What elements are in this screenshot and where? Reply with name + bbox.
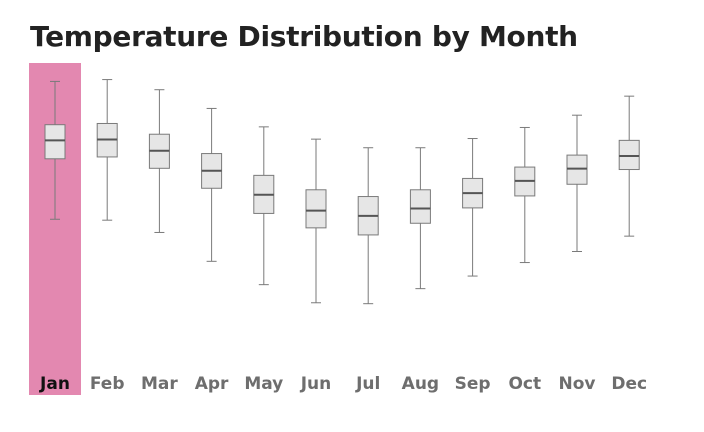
box-nov[interactable] xyxy=(566,114,588,252)
box-feb[interactable] xyxy=(96,79,118,221)
x-tick-label-oct[interactable]: Oct xyxy=(508,374,541,394)
box-aug[interactable] xyxy=(409,147,431,290)
x-tick-label-jun[interactable]: Jun xyxy=(300,374,332,394)
box-mar[interactable] xyxy=(148,89,170,233)
x-tick-label-may[interactable]: May xyxy=(244,374,283,394)
x-tick-label-sep[interactable]: Sep xyxy=(455,374,491,394)
box-oct[interactable] xyxy=(514,126,536,264)
box-may[interactable] xyxy=(253,126,275,286)
x-tick-label-nov[interactable]: Nov xyxy=(559,374,596,394)
iqr-box xyxy=(305,189,327,229)
box-sep[interactable] xyxy=(462,138,484,277)
box-jan[interactable] xyxy=(44,80,66,220)
box-jul[interactable] xyxy=(357,147,379,305)
chart-title: Temperature Distribution by Month xyxy=(30,20,578,53)
x-tick-label-jan[interactable]: Jan xyxy=(39,374,70,394)
x-tick-label-mar[interactable]: Mar xyxy=(141,374,178,394)
x-tick-label-dec[interactable]: Dec xyxy=(611,374,647,394)
x-tick-label-jul[interactable]: Jul xyxy=(355,374,380,394)
x-tick-label-feb[interactable]: Feb xyxy=(90,374,125,394)
box-dec[interactable] xyxy=(618,95,640,237)
iqr-box xyxy=(409,189,431,224)
iqr-box xyxy=(44,124,66,160)
iqr-box xyxy=(566,154,588,185)
x-tick-label-apr[interactable]: Apr xyxy=(195,374,229,394)
box-jun[interactable] xyxy=(305,138,327,304)
iqr-box xyxy=(618,139,640,171)
box-apr[interactable] xyxy=(201,107,223,262)
x-tick-label-aug[interactable]: Aug xyxy=(402,374,439,394)
